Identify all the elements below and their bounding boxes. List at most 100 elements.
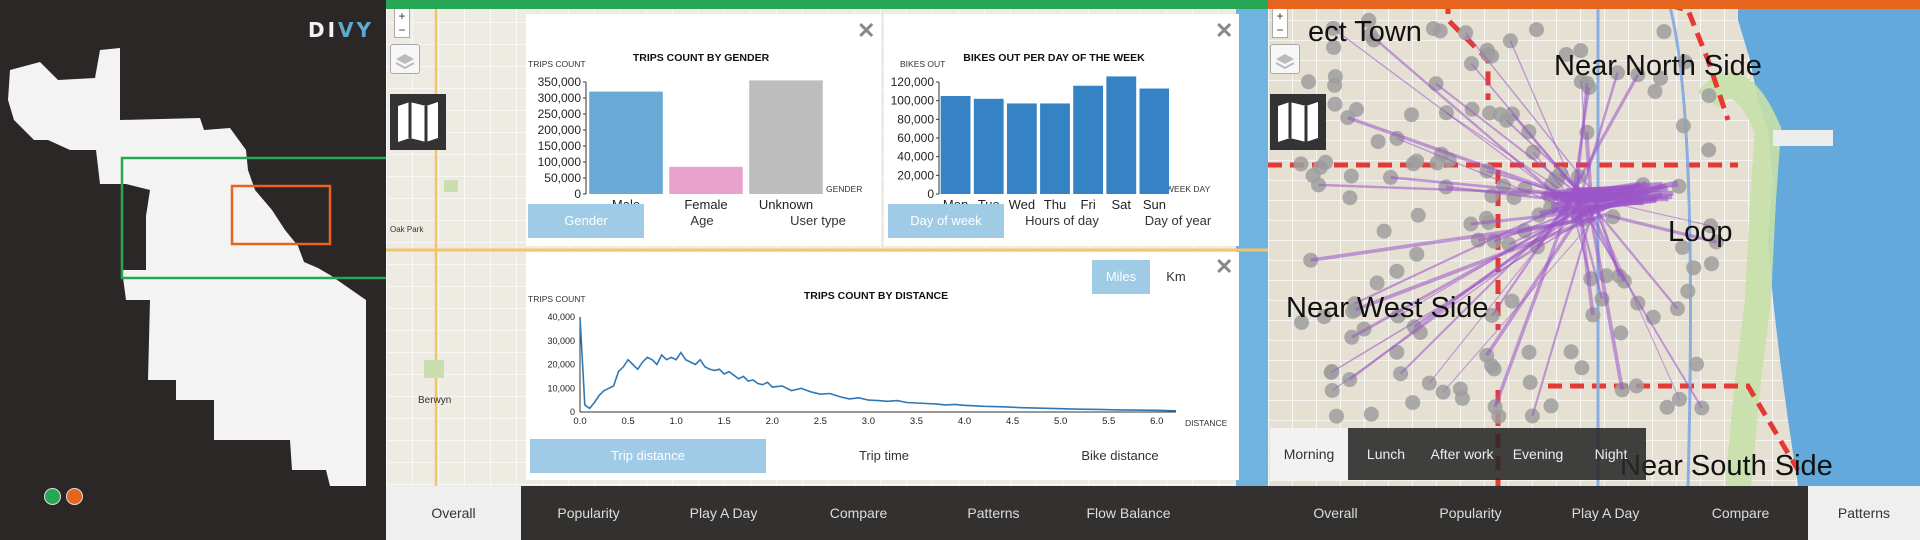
tab-hours-of-day[interactable]: Hours of day <box>1025 213 1099 228</box>
station-marker <box>1370 134 1386 150</box>
x-tick-label: Female <box>684 197 727 212</box>
station-marker <box>1361 12 1377 28</box>
green-top-bar <box>386 0 1268 9</box>
flow-line <box>1571 73 1640 192</box>
right-nav-overall[interactable]: Overall <box>1313 505 1358 521</box>
map-mode-button[interactable] <box>390 94 446 150</box>
station-marker <box>1558 47 1574 62</box>
right-map-view[interactable]: + − Near North Side Loop Near West Side … <box>1268 0 1920 486</box>
y-tick-label: 300,000 <box>538 91 582 105</box>
y-tick-label: 250,000 <box>538 107 582 121</box>
station-marker <box>1573 43 1589 59</box>
middle-map-view[interactable]: + − Oak Park Berwyn ✕ TRIPS COUNT BY GEN… <box>386 0 1268 486</box>
station-marker <box>1484 358 1499 374</box>
nav-flow-balance[interactable]: Flow Balance <box>1086 505 1171 521</box>
divvy-logo[interactable]: DIVY <box>308 18 375 42</box>
nav-popularity[interactable]: Popularity <box>557 505 620 521</box>
nav-compare[interactable]: Compare <box>829 505 888 521</box>
time-lunch[interactable]: Lunch <box>1348 428 1424 480</box>
green-legend-dot[interactable] <box>44 488 61 505</box>
orange-legend-dot[interactable] <box>66 488 83 505</box>
flow-line <box>1572 193 1703 409</box>
time-evening[interactable]: Evening <box>1500 428 1576 480</box>
folded-map-icon <box>1278 102 1318 142</box>
tab-user-type[interactable]: User type <box>790 213 846 228</box>
station-marker <box>1675 118 1691 134</box>
folded-map-icon <box>398 102 438 142</box>
right-zoom-control[interactable]: + − <box>1272 8 1288 38</box>
nav-play-a-day[interactable]: Play A Day <box>689 505 758 521</box>
flow-line <box>1563 190 1674 197</box>
station-marker <box>1647 83 1663 99</box>
x-tick-label: 3.0 <box>862 416 875 427</box>
station-marker <box>1316 309 1332 325</box>
tab-day-of-week[interactable]: Day of week <box>888 204 1004 238</box>
y-tick-label: 20,000 <box>897 168 934 182</box>
bottom-nav-left: Overall Popularity Play A Day Compare Pa… <box>386 486 1268 540</box>
bar-unknown <box>749 80 823 194</box>
station-marker <box>1323 364 1339 380</box>
station-marker <box>1405 395 1421 411</box>
tab-trip-distance[interactable]: Trip distance <box>530 439 766 473</box>
tab-day-of-year[interactable]: Day of year <box>1144 213 1212 228</box>
bar-fri <box>1073 85 1104 194</box>
nav-overall[interactable]: Overall <box>386 486 521 540</box>
bar-tue <box>973 98 1004 194</box>
bar-male <box>589 91 663 194</box>
flow-line <box>1607 213 1717 244</box>
unit-toggle-km[interactable]: Km <box>1166 269 1186 284</box>
station-marker <box>1671 391 1687 407</box>
right-zoom-in-button[interactable]: + <box>1276 9 1284 23</box>
zoom-control[interactable]: + − <box>394 8 410 38</box>
nav-patterns[interactable]: Patterns <box>967 505 1020 521</box>
flow-line <box>1428 204 1573 384</box>
time-morning[interactable]: Morning <box>1270 428 1348 480</box>
station-marker <box>1409 246 1425 262</box>
weekday-bar-chart: 020,00040,00060,00080,000100,000120,000M… <box>891 75 1169 212</box>
green-selection-frame <box>120 156 386 280</box>
layers-button[interactable] <box>390 44 420 74</box>
city-overview-panel: DIVY <box>0 0 386 540</box>
y-tick-label: 60,000 <box>897 131 934 145</box>
station-marker <box>1349 102 1364 117</box>
tab-age[interactable]: Age <box>690 213 714 228</box>
station-marker <box>1491 408 1507 424</box>
station-marker <box>1543 398 1559 414</box>
right-nav-patterns[interactable]: Patterns <box>1808 486 1920 540</box>
close-weekday-panel-icon[interactable]: ✕ <box>1215 18 1234 43</box>
station-marker <box>1329 408 1344 424</box>
y-tick-label: 200,000 <box>538 123 582 137</box>
tab-gender[interactable]: Gender <box>528 204 644 238</box>
tab-bike-distance[interactable]: Bike distance <box>1081 448 1159 463</box>
right-nav-compare[interactable]: Compare <box>1711 505 1770 521</box>
x-tick-label: 6.0 <box>1150 416 1163 427</box>
station-marker <box>1432 23 1448 39</box>
time-after-work[interactable]: After work <box>1424 428 1500 480</box>
right-nav-play-a-day[interactable]: Play A Day <box>1571 505 1640 521</box>
station-marker <box>1325 20 1341 36</box>
right-layers-button[interactable] <box>1270 44 1300 74</box>
x-tick-label: Thu <box>1044 197 1066 212</box>
x-tick-label: Unknown <box>759 197 813 212</box>
area-label-loop: Loop <box>1668 216 1733 248</box>
gender-chart-title: TRIPS COUNT BY GENDER <box>632 52 770 64</box>
flow-line <box>1354 212 1608 312</box>
unit-toggle-miles[interactable]: Miles <box>1092 260 1150 294</box>
station-marker <box>1521 344 1537 360</box>
distance-chart-panel: ✕ TRIPS COUNT BY DISTANCE TRIPS COUNT DI… <box>526 252 1239 480</box>
tab-trip-time[interactable]: Trip time <box>858 448 910 463</box>
station-marker <box>1613 325 1629 341</box>
zoom-out-button[interactable]: − <box>398 23 406 37</box>
close-distance-panel-icon[interactable]: ✕ <box>1215 254 1234 279</box>
area-label-near-west-side: Near West Side <box>1286 292 1489 324</box>
zoom-in-button[interactable]: + <box>398 9 406 23</box>
right-zoom-out-button[interactable]: − <box>1276 23 1284 37</box>
distance-x-axis-label: DISTANCE <box>1185 418 1228 428</box>
station-marker <box>1409 153 1425 169</box>
close-gender-panel-icon[interactable]: ✕ <box>857 18 876 43</box>
time-night[interactable]: Night <box>1576 428 1646 480</box>
right-map-mode-button[interactable] <box>1270 94 1326 150</box>
weekday-x-axis-label: WEEK DAY <box>1166 184 1211 194</box>
weekday-chart-panel: ✕ BIKES OUT PER DAY OF THE WEEK BIKES OU… <box>884 14 1239 246</box>
right-nav-popularity[interactable]: Popularity <box>1439 505 1502 521</box>
